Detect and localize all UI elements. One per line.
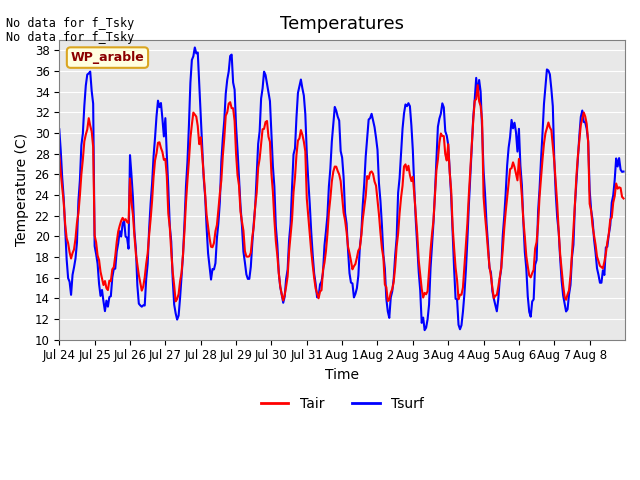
Tair xyxy=(474,82,481,88)
Tsurf xyxy=(461,291,468,297)
Tair xyxy=(75,210,83,216)
X-axis label: Time: Time xyxy=(325,368,359,382)
Title: Temperatures: Temperatures xyxy=(280,15,404,33)
Tair xyxy=(92,239,100,245)
Tsurf xyxy=(545,68,552,73)
Tair xyxy=(620,195,627,201)
Text: WP_arable: WP_arable xyxy=(70,51,145,64)
Tair xyxy=(56,152,63,157)
Tsurf xyxy=(75,198,83,204)
Tsurf xyxy=(620,168,627,174)
Tair xyxy=(545,120,552,125)
Text: No data for f_Tsky: No data for f_Tsky xyxy=(6,31,134,44)
Tsurf xyxy=(618,169,626,175)
Line: Tsurf: Tsurf xyxy=(60,48,623,330)
Line: Tair: Tair xyxy=(60,85,623,301)
Tsurf xyxy=(421,327,429,333)
Tair xyxy=(618,194,626,200)
Text: No data for f_Tsky: No data for f_Tsky xyxy=(6,17,134,30)
Y-axis label: Temperature (C): Temperature (C) xyxy=(15,133,29,246)
Tsurf xyxy=(347,280,355,286)
Tsurf xyxy=(56,126,63,132)
Tair xyxy=(459,285,467,290)
Legend: Tair, Tsurf: Tair, Tsurf xyxy=(255,392,429,417)
Tair xyxy=(172,299,179,304)
Tsurf xyxy=(191,45,198,50)
Tair xyxy=(347,258,355,264)
Tsurf xyxy=(92,251,100,257)
